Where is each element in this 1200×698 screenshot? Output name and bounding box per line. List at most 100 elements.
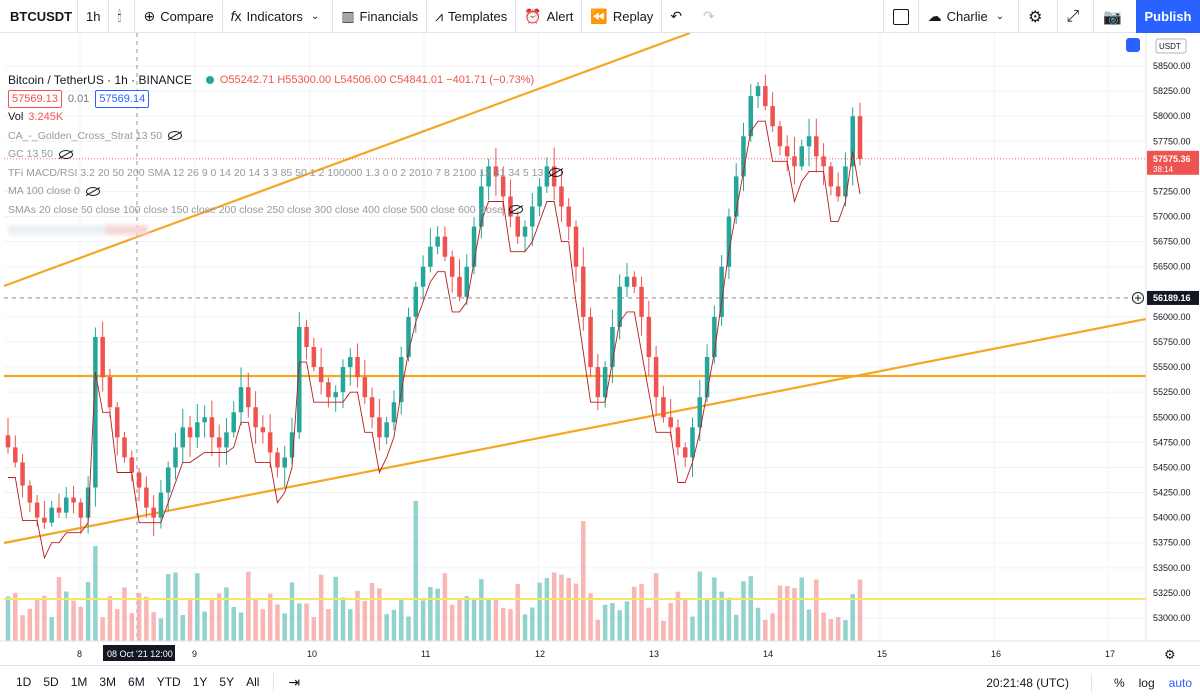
volume-bar bbox=[107, 596, 113, 641]
candle-body bbox=[85, 487, 91, 518]
interval-button[interactable]: 1h bbox=[78, 0, 110, 33]
timeframe-5y[interactable]: 5Y bbox=[219, 675, 235, 689]
volume-bar bbox=[690, 616, 695, 641]
candle-body bbox=[595, 367, 601, 398]
hidden-eye-icon[interactable] bbox=[168, 131, 183, 141]
candle-body bbox=[471, 226, 477, 267]
volume-bar bbox=[347, 609, 353, 641]
chart-canvas[interactable]: 58500.00 58250.00 58000.00 57750.00 57250.00… bbox=[0, 33, 1200, 665]
time-axis-label: 15 bbox=[877, 649, 887, 659]
chart-type-button[interactable]: 🕯 bbox=[109, 0, 136, 33]
hidden-eye-icon[interactable] bbox=[58, 149, 73, 159]
clock[interactable]: 20:21:48 (UTC) bbox=[986, 675, 1069, 690]
indicators-button[interactable]: fx Indicators ⌄ bbox=[223, 0, 334, 33]
volume-bar bbox=[486, 598, 491, 641]
volume-bar bbox=[377, 588, 382, 641]
candle-body bbox=[566, 206, 571, 227]
replay-button[interactable]: ⏪ Replay bbox=[582, 0, 663, 33]
financials-label: Financials bbox=[359, 8, 419, 24]
compare-label: Compare bbox=[160, 8, 214, 24]
volume-bar bbox=[56, 577, 62, 641]
hidden-eye-icon[interactable] bbox=[549, 168, 564, 178]
financials-button[interactable]: ▥ Financials bbox=[333, 0, 428, 33]
candle-body bbox=[289, 432, 295, 458]
volume-bar bbox=[595, 619, 601, 641]
timeframe-6m[interactable]: 6M bbox=[128, 675, 145, 689]
indicator-gc[interactable]: GC 13 50 bbox=[8, 148, 53, 161]
price-axis-label: 54500.00 bbox=[1153, 462, 1191, 472]
candle-body bbox=[369, 397, 375, 418]
volume-bar bbox=[697, 571, 703, 641]
candle-body bbox=[522, 226, 528, 237]
time-axis[interactable]: 8 9 10 11 12 13 14 15 16 17 08 Oct '21 12:00 ⚙ bbox=[0, 640, 1200, 663]
undo-button[interactable]: ↶ bbox=[662, 0, 695, 33]
candle-body bbox=[500, 176, 506, 197]
volume-bar bbox=[435, 588, 440, 641]
candle-body bbox=[486, 166, 491, 187]
volume-bar bbox=[333, 576, 338, 641]
percent-toggle[interactable]: % bbox=[1113, 675, 1125, 690]
volume-bar bbox=[34, 598, 40, 641]
indicator-tfi-macd-rsi[interactable]: TFi MACD/RSI 3.2 20 50 200 SMA 12 26 9 0… bbox=[8, 166, 544, 179]
indicator-ma-100[interactable]: MA 100 close 0 bbox=[8, 185, 80, 198]
volume-bar bbox=[340, 597, 346, 641]
candle-body bbox=[20, 462, 25, 486]
chart-pane[interactable]: 58500.00 58250.00 58000.00 57750.00 57250.00… bbox=[0, 33, 1200, 665]
candle-body bbox=[326, 382, 331, 398]
volume-bar bbox=[195, 573, 200, 641]
timeframe-3m[interactable]: 3M bbox=[99, 675, 117, 689]
indicator-smas[interactable]: SMAs 20 close 50 close 100 close 150 clo… bbox=[8, 203, 503, 216]
expand-button[interactable]: ⤢ bbox=[1056, 0, 1094, 33]
auto-toggle[interactable]: auto bbox=[1168, 675, 1192, 690]
volume-bar bbox=[311, 617, 317, 641]
log-toggle[interactable]: log bbox=[1138, 675, 1155, 690]
publish-button[interactable]: Publish bbox=[1136, 0, 1200, 33]
timeframe-ytd[interactable]: YTD bbox=[156, 675, 181, 689]
candle-body bbox=[107, 377, 113, 408]
volume-bar bbox=[42, 595, 47, 641]
price-axis-label: 56000.00 bbox=[1153, 312, 1191, 322]
indicator-golden-cross[interactable]: CA_-_Golden_Cross_Strat 13 50 bbox=[8, 129, 163, 142]
candle-body bbox=[646, 316, 652, 358]
candle-body bbox=[71, 497, 76, 503]
candle-body bbox=[49, 507, 54, 523]
templates-button[interactable]: ⩘ Templates bbox=[427, 0, 517, 33]
timeframe-1y[interactable]: 1Y bbox=[192, 675, 208, 689]
volume-bar bbox=[821, 612, 826, 641]
trend-lines[interactable] bbox=[3, 33, 1147, 545]
volume-bar bbox=[216, 593, 222, 641]
buy-price-button[interactable]: 57569.14 bbox=[95, 89, 150, 108]
compare-button[interactable]: ⊕ Compare bbox=[135, 0, 223, 33]
timeframe-5d[interactable]: 5D bbox=[43, 675, 59, 689]
volume-bar bbox=[661, 620, 666, 641]
date-range-icon[interactable]: ⇥ bbox=[288, 673, 301, 690]
price-axis-label: 58000.00 bbox=[1153, 111, 1191, 121]
redo-button[interactable]: ↷ bbox=[695, 0, 728, 33]
volume-bar bbox=[304, 603, 309, 641]
snapshot-button[interactable]: 📷 bbox=[1093, 0, 1136, 33]
volume-bar bbox=[13, 592, 18, 641]
candle-body bbox=[449, 256, 455, 277]
timeframe-1d[interactable]: 1D bbox=[16, 675, 32, 689]
alarm-clock-icon: ⏰ bbox=[524, 7, 542, 24]
timeframe-1m[interactable]: 1M bbox=[70, 675, 88, 689]
layout-menu-button[interactable]: ☁ Charlie ⌄ bbox=[917, 0, 1019, 33]
volume-bar bbox=[770, 613, 775, 641]
settings-button[interactable]: ⚙ bbox=[1018, 0, 1056, 33]
candle-body bbox=[187, 427, 193, 438]
volume-label: Vol bbox=[8, 111, 24, 124]
volume-bar bbox=[624, 601, 630, 641]
volume-bar bbox=[253, 598, 258, 641]
sell-price-button[interactable]: 57569.13 bbox=[8, 89, 62, 108]
hidden-eye-icon[interactable] bbox=[85, 186, 100, 196]
alert-button[interactable]: ⏰ Alert bbox=[516, 0, 583, 33]
volume-bar bbox=[231, 606, 237, 641]
fullscreen-toggle-button[interactable] bbox=[882, 0, 918, 33]
time-axis-label: 11 bbox=[421, 649, 430, 659]
symbol-search-button[interactable]: BTCUSDT bbox=[0, 0, 78, 33]
hidden-eye-icon[interactable] bbox=[508, 205, 523, 215]
candle-body bbox=[697, 397, 703, 428]
candle-body bbox=[100, 336, 105, 378]
timeframe-all[interactable]: All bbox=[246, 675, 260, 689]
price-axis[interactable]: 58500.00 58250.00 58000.00 57750.00 57250.00… bbox=[4, 33, 1200, 665]
